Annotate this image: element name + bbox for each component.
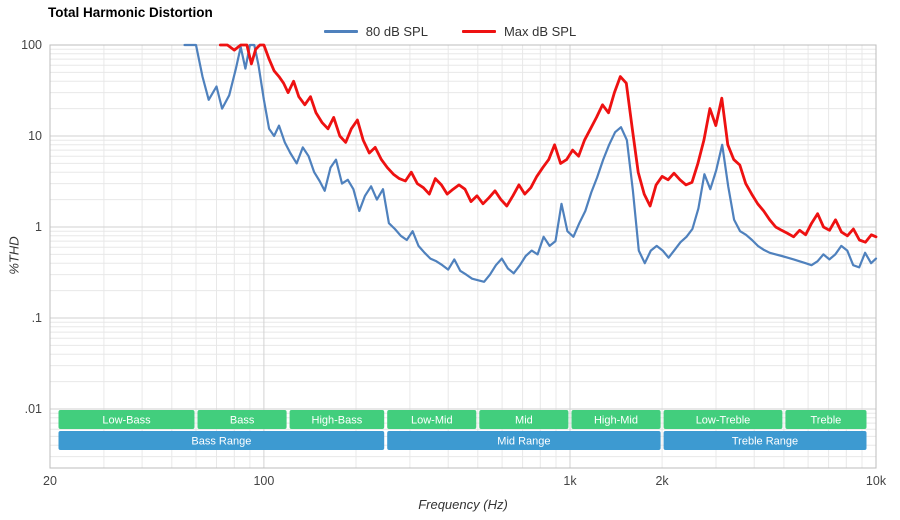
band-high-bass <box>289 410 385 429</box>
x-tick-20: 20 <box>43 474 57 488</box>
band-high-mid <box>571 410 661 429</box>
band-treble <box>785 410 867 429</box>
x-tick-100: 100 <box>253 474 274 488</box>
legend-line-80db-icon <box>323 29 358 34</box>
band-label-high-bass: High-Bass <box>312 415 363 427</box>
y-tick-100: 100 <box>21 38 42 52</box>
y-tick--1: .1 <box>32 311 42 325</box>
band-mid-range <box>387 431 661 450</box>
sub-band-strip: Low-Bass Bass High-Bass Low-Mid Mid High-Mid L… <box>58 410 867 429</box>
series-line-max-db-spl <box>218 43 878 244</box>
y-tick-labels: 100 10 1 .1 .01 <box>21 38 42 416</box>
band-label-high-mid: High-Mid <box>594 415 638 427</box>
band-bass-range <box>58 431 385 450</box>
band-label-bass: Bass <box>230 415 255 427</box>
band-low-treble <box>663 410 783 429</box>
grid-minor <box>50 45 876 468</box>
series-line-80-db-spl <box>183 43 878 283</box>
band-bass <box>197 410 287 429</box>
legend-label-80db: 80 dB SPL <box>365 24 428 39</box>
band-label-treble-range: Treble Range <box>732 436 798 448</box>
legend-label-maxdb: Max dB SPL <box>503 24 577 39</box>
x-axis-label: Frequency (Hz) <box>418 497 508 512</box>
legend: 80 dB SPL Max dB SPL <box>0 24 900 39</box>
band-label-low-bass: Low-Bass <box>102 415 151 427</box>
legend-item-80db: 80 dB SPL <box>323 24 428 39</box>
y-tick--01: .01 <box>25 402 42 416</box>
y-tick-10: 10 <box>28 129 42 143</box>
plot-border <box>49 44 877 469</box>
legend-item-maxdb: Max dB SPL <box>461 24 577 39</box>
y-axis-label: %THD <box>6 236 22 275</box>
band-label-low-treble: Low-Treble <box>696 415 751 427</box>
legend-line-maxdb-icon <box>461 29 496 34</box>
y-tick-1: 1 <box>35 220 42 234</box>
x-tick-labels: 20 100 1k 2k 10k <box>43 474 887 488</box>
band-low-mid <box>387 410 477 429</box>
band-label-mid-range: Mid Range <box>497 436 550 448</box>
band-label-treble: Treble <box>811 415 842 427</box>
band-label-low-mid: Low-Mid <box>411 415 453 427</box>
range-strip: Bass Range Mid Range Treble Range <box>58 431 867 450</box>
band-treble-range <box>663 431 867 450</box>
band-low-bass <box>58 410 195 429</box>
band-mid <box>479 410 569 429</box>
x-tick-1k: 1k <box>563 474 577 488</box>
x-tick-10k: 10k <box>866 474 887 488</box>
band-label-bass-range: Bass Range <box>191 436 251 448</box>
x-tick-2k: 2k <box>655 474 669 488</box>
chart-title: Total Harmonic Distortion <box>48 5 213 20</box>
band-label-mid: Mid <box>515 415 533 427</box>
